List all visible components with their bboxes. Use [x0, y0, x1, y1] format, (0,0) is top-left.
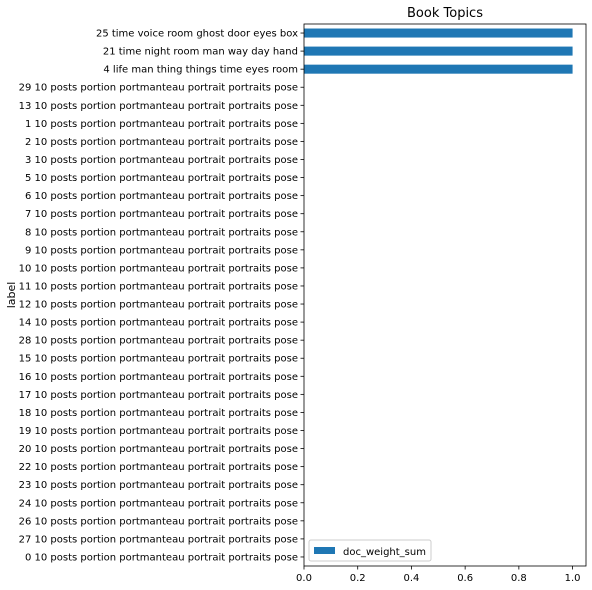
legend-swatch	[314, 547, 335, 554]
x-ticks-group: 0.0 0.2 0.4 0.6 0.8 1.0	[296, 566, 581, 584]
x-tick-label: 0.6	[457, 573, 473, 584]
y-tick-label: 23 10 posts portion portmanteau portrait…	[19, 480, 298, 491]
x-tick-label: 0.4	[403, 573, 419, 584]
y-axis-label: label	[5, 282, 18, 309]
bars-group	[304, 28, 573, 74]
y-tick-label: 1 10 posts portion portmanteau portrait …	[25, 119, 298, 130]
y-tick-label: 0 10 posts portion portmanteau portrait …	[25, 552, 298, 563]
y-tick-label: 3 10 posts portion portmanteau portrait …	[25, 155, 298, 166]
legend-label: doc_weight_sum	[343, 547, 426, 558]
y-ticks-group: 25 time voice room ghost door eyes box 21…	[19, 29, 304, 563]
y-tick-label: 15 10 posts portion portmanteau portrait…	[19, 354, 298, 365]
x-tick-label: 1.0	[565, 573, 581, 584]
y-tick-label: 20 10 posts portion portmanteau portrait…	[19, 444, 298, 455]
y-tick-label: 16 10 posts portion portmanteau portrait…	[19, 372, 298, 383]
bar	[304, 28, 573, 38]
y-tick-label: 9 10 posts portion portmanteau portrait …	[25, 245, 298, 256]
y-tick-label: 14 10 posts portion portmanteau portrait…	[19, 318, 298, 329]
y-tick-label: 7 10 posts portion portmanteau portrait …	[25, 209, 298, 220]
y-tick-label: 8 10 posts portion portmanteau portrait …	[25, 227, 298, 238]
legend: doc_weight_sum	[308, 539, 432, 562]
y-tick-label: 11 10 posts portion portmanteau portrait…	[19, 281, 298, 292]
bar	[304, 64, 573, 74]
y-tick-label: 19 10 posts portion portmanteau portrait…	[19, 426, 298, 437]
y-tick-label: 28 10 posts portion portmanteau portrait…	[19, 336, 298, 347]
y-tick-label: 13 10 posts portion portmanteau portrait…	[19, 101, 298, 112]
y-tick-label: 6 10 posts portion portmanteau portrait …	[25, 191, 298, 202]
y-tick-label: 21 time night room man way day hand	[103, 47, 298, 58]
y-tick-label: 17 10 posts portion portmanteau portrait…	[19, 390, 298, 401]
y-tick-label: 27 10 posts portion portmanteau portrait…	[19, 534, 298, 545]
x-tick-label: 0.2	[350, 573, 366, 584]
chart-title: Book Topics	[407, 6, 483, 21]
y-tick-label: 18 10 posts portion portmanteau portrait…	[19, 408, 298, 419]
y-tick-label: 22 10 posts portion portmanteau portrait…	[19, 462, 298, 473]
y-tick-label: 2 10 posts portion portmanteau portrait …	[25, 137, 298, 148]
y-tick-label: 5 10 posts portion portmanteau portrait …	[25, 173, 298, 184]
y-tick-label: 24 10 posts portion portmanteau portrait…	[19, 498, 298, 509]
y-tick-label: 12 10 posts portion portmanteau portrait…	[19, 300, 298, 311]
y-tick-label: 25 time voice room ghost door eyes box	[96, 29, 298, 40]
legend-box	[308, 539, 432, 562]
bar	[304, 46, 573, 56]
y-tick-label: 4 life man thing things time eyes room	[103, 65, 298, 76]
x-tick-label: 0.0	[296, 573, 312, 584]
y-tick-label: 26 10 posts portion portmanteau portrait…	[19, 516, 298, 527]
x-tick-label: 0.8	[511, 573, 527, 584]
y-tick-label: 29 10 posts portion portmanteau portrait…	[19, 83, 298, 94]
plot-frame	[303, 23, 587, 567]
y-tick-label: 10 10 posts portion portmanteau portrait…	[19, 263, 298, 274]
